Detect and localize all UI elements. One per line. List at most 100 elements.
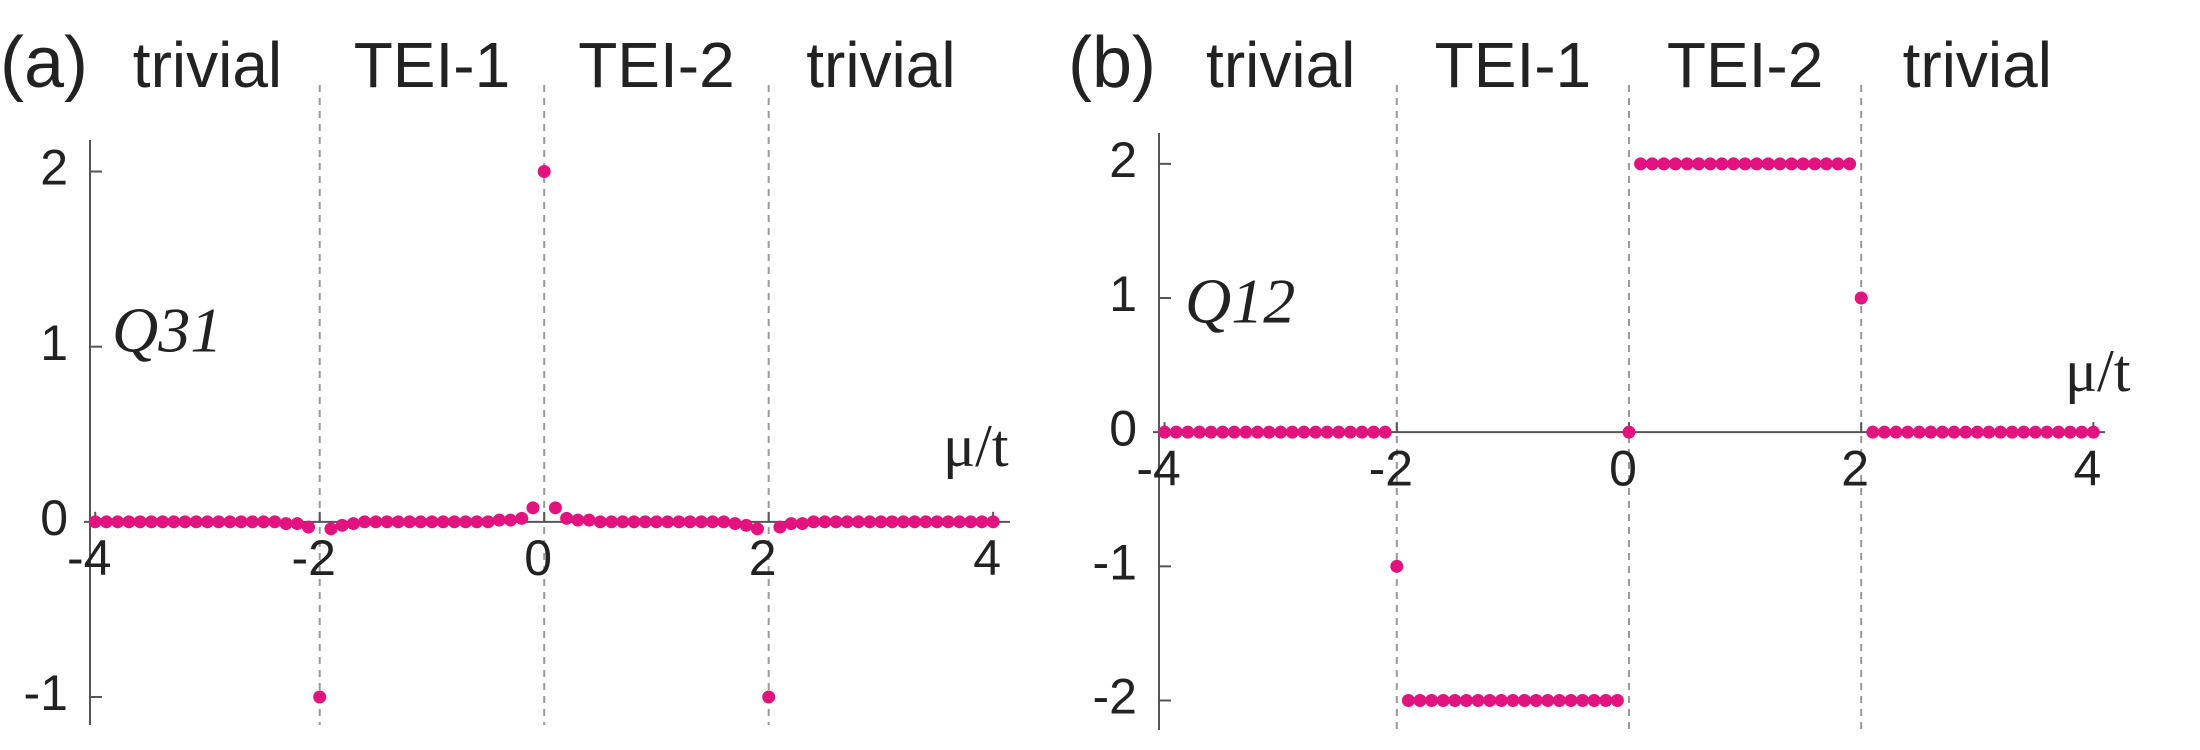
data-point <box>279 517 293 531</box>
data-point <box>470 515 484 529</box>
data-point <box>908 515 922 529</box>
data-point <box>1576 693 1590 707</box>
data-point <box>1866 425 1880 439</box>
data-point <box>717 515 731 529</box>
data-point <box>1610 693 1624 707</box>
region-label: TEI-2 <box>1667 29 1823 101</box>
data-point <box>975 515 989 529</box>
data-point <box>2086 425 2100 439</box>
x-tick-label: -4 <box>1136 440 1180 496</box>
x-tick-label: 0 <box>1609 440 1637 496</box>
data-point <box>391 515 405 529</box>
data-point <box>245 515 259 529</box>
data-point <box>1889 425 1903 439</box>
data-point <box>1204 425 1218 439</box>
data-point <box>560 511 574 525</box>
data-point <box>616 515 630 529</box>
x-axis-label: μ/t <box>2065 338 2131 404</box>
data-point <box>1831 157 1845 171</box>
data-point <box>1854 291 1868 305</box>
y-tick-label: 0 <box>1109 400 1137 456</box>
y-tick-label: -1 <box>1093 535 1137 591</box>
data-point <box>537 165 551 179</box>
x-tick-label: 4 <box>2073 440 2101 496</box>
data-point <box>739 518 753 532</box>
data-point <box>582 513 596 527</box>
data-point <box>1947 425 1961 439</box>
data-point <box>515 511 529 525</box>
data-point <box>1657 157 1671 171</box>
data-point <box>930 515 944 529</box>
data-point <box>952 515 966 529</box>
data-point <box>605 515 619 529</box>
data-point <box>1529 693 1543 707</box>
data-point <box>122 515 136 529</box>
data-point <box>548 501 562 515</box>
data-point <box>649 515 663 529</box>
data-point <box>1239 425 1253 439</box>
data-point <box>99 515 113 529</box>
data-point <box>436 515 450 529</box>
data-point <box>1343 425 1357 439</box>
data-point <box>1808 157 1822 171</box>
data-point <box>1750 157 1764 171</box>
data-point <box>133 515 147 529</box>
data-point <box>1378 425 1392 439</box>
data-point <box>2017 425 2031 439</box>
data-point <box>593 515 607 529</box>
data-point <box>1192 425 1206 439</box>
data-point <box>807 515 821 529</box>
data-point <box>1692 157 1706 171</box>
panel-label: (b) <box>1068 23 1156 103</box>
y-tick-label: 0 <box>40 490 68 546</box>
data-point <box>784 517 798 531</box>
data-point <box>1552 693 1566 707</box>
data-point <box>459 515 473 529</box>
data-point <box>851 515 865 529</box>
y-tick-label: 2 <box>1109 132 1137 188</box>
data-point <box>1738 157 1752 171</box>
data-point <box>694 515 708 529</box>
data-point <box>818 515 832 529</box>
data-point <box>2028 425 2042 439</box>
data-point <box>2005 425 2019 439</box>
data-point <box>1274 425 1288 439</box>
data-point <box>1390 559 1404 573</box>
data-point <box>829 515 843 529</box>
data-point <box>200 515 214 529</box>
data-point <box>88 515 102 529</box>
data-point <box>346 517 360 531</box>
data-point <box>919 515 933 529</box>
data-point <box>1181 425 1195 439</box>
data-point <box>212 515 226 529</box>
data-point <box>1367 425 1381 439</box>
data-point <box>672 515 686 529</box>
data-point <box>874 515 888 529</box>
data-point <box>447 515 461 529</box>
data-point <box>571 513 585 527</box>
data-point <box>504 513 518 527</box>
data-point <box>380 515 394 529</box>
region-label: TEI-1 <box>354 29 510 101</box>
data-point <box>1726 157 1740 171</box>
data-point <box>234 515 248 529</box>
x-axis-label: μ/t <box>943 413 1009 479</box>
data-point <box>1506 693 1520 707</box>
data-point <box>335 518 349 532</box>
data-point <box>986 515 1000 529</box>
region-label: TEI-2 <box>578 29 734 101</box>
data-point <box>1332 425 1346 439</box>
data-point <box>1587 693 1601 707</box>
data-point <box>638 515 652 529</box>
y-tick-label: -2 <box>1093 669 1137 725</box>
data-point <box>1158 425 1172 439</box>
region-label: TEI-1 <box>1435 29 1591 101</box>
data-point <box>492 513 506 527</box>
data-point <box>661 515 675 529</box>
data-point <box>941 515 955 529</box>
data-point <box>526 501 540 515</box>
data-point <box>885 515 899 529</box>
x-tick-label: 2 <box>749 530 777 586</box>
data-point <box>706 515 720 529</box>
